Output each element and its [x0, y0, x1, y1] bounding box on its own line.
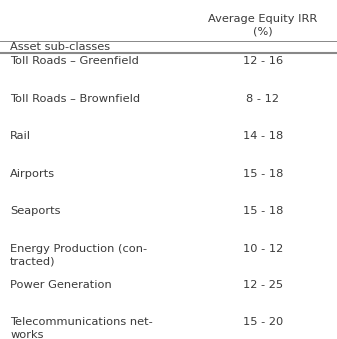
Text: Energy Production (con-
tracted): Energy Production (con- tracted): [10, 244, 147, 266]
Text: Power Generation: Power Generation: [10, 280, 112, 290]
Text: 15 - 20: 15 - 20: [243, 317, 283, 327]
Text: 15 - 18: 15 - 18: [243, 206, 283, 216]
Text: Rail: Rail: [10, 131, 31, 141]
Text: Toll Roads – Brownfield: Toll Roads – Brownfield: [10, 94, 140, 103]
Text: 14 - 18: 14 - 18: [243, 131, 283, 141]
Text: Average Equity IRR
(%): Average Equity IRR (%): [208, 14, 317, 36]
Text: Seaports: Seaports: [10, 206, 61, 216]
Text: Asset sub-classes: Asset sub-classes: [10, 42, 110, 52]
Text: Airports: Airports: [10, 169, 55, 179]
Text: 10 - 12: 10 - 12: [243, 244, 283, 254]
Text: 8 - 12: 8 - 12: [246, 94, 279, 103]
Text: Telecommunications net-
works: Telecommunications net- works: [10, 317, 153, 339]
Text: 15 - 18: 15 - 18: [243, 169, 283, 179]
Text: 12 - 25: 12 - 25: [243, 280, 283, 290]
Text: 12 - 16: 12 - 16: [243, 56, 283, 66]
Text: Toll Roads – Greenfield: Toll Roads – Greenfield: [10, 56, 139, 66]
